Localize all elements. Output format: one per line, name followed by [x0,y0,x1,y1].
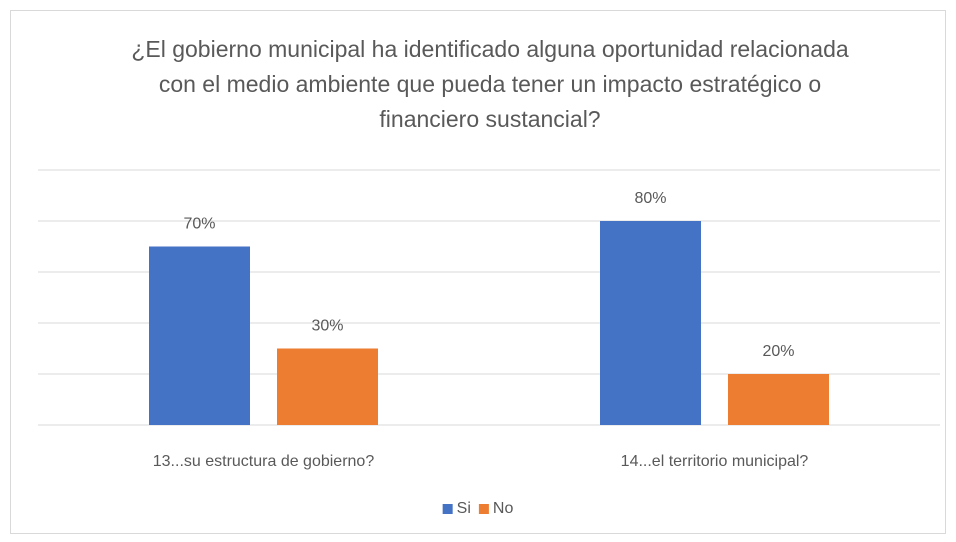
bar [728,374,829,425]
chart-title: ¿El gobierno municipal ha identificado a… [131,36,849,132]
bar [149,246,250,425]
x-tick-label: 14...el territorio municipal? [621,453,809,470]
data-label: 20% [762,343,794,360]
data-label: 30% [311,318,343,335]
bar [277,348,378,425]
data-label: 80% [634,190,666,207]
legend-swatch [442,504,453,514]
data-label: 70% [183,216,215,233]
legend-swatch [478,504,489,514]
legend-label: No [493,500,514,517]
legend-label: Si [457,500,471,517]
chart-frame [10,10,946,534]
x-tick-label: 13...su estructura de gobierno? [153,453,375,470]
bar [600,221,701,425]
